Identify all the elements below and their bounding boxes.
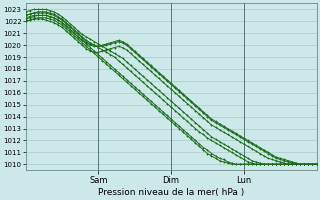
X-axis label: Pression niveau de la mer( hPa ): Pression niveau de la mer( hPa )	[98, 188, 244, 197]
